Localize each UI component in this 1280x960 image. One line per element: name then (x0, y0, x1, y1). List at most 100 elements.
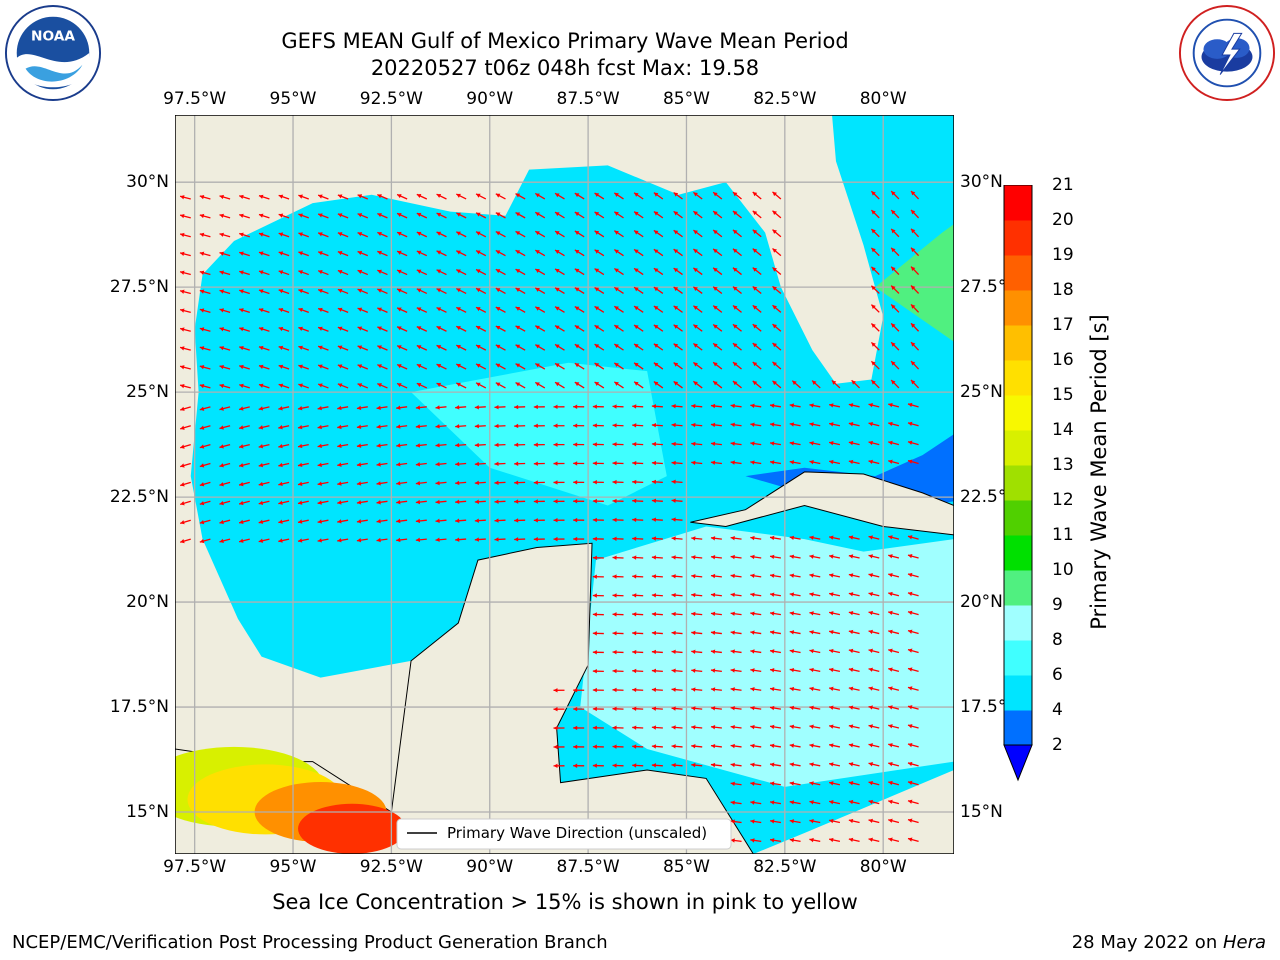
wave-arrow-head (632, 687, 637, 693)
wave-arrow-head (693, 211, 698, 216)
wave-arrow-head (868, 535, 873, 540)
wave-arrow-head (495, 344, 501, 349)
wave-arrow-head (730, 441, 735, 446)
wave-arrow-head (750, 724, 755, 730)
wave-arrow-59 (673, 210, 683, 219)
wave-arrow-head (772, 305, 777, 310)
wave-arrow-697 (592, 612, 604, 617)
wave-arrow-head (555, 250, 560, 254)
wave-arrow-head (298, 326, 303, 331)
wave-arrow-head (514, 537, 519, 542)
wave-arrow-92 (653, 229, 664, 238)
wave-arrow-878 (888, 799, 900, 805)
wave-arrow-head (356, 405, 362, 411)
wave-arrow-head (317, 405, 322, 411)
wave-arrow-head (671, 744, 676, 749)
lon-label-5: 85°W (662, 89, 710, 109)
wave-arrow-head (891, 266, 896, 272)
wave-arrow-head (907, 610, 913, 615)
wave-arrow-head (614, 381, 619, 386)
wave-arrow-head (752, 191, 758, 197)
wave-arrow-268 (772, 323, 782, 332)
wave-arrow-494 (219, 462, 231, 468)
wave-arrow-head (789, 819, 795, 824)
wave-arrow-head (848, 667, 854, 672)
wave-arrow-head (397, 269, 402, 274)
wave-arrow-head (653, 324, 659, 330)
wave-arrow-head (673, 286, 679, 292)
wave-arrow-410 (809, 403, 821, 408)
wave-arrow-head (632, 725, 637, 730)
wave-arrow-749 (612, 668, 624, 674)
wave-arrow-head (553, 518, 558, 523)
wave-arrow-677 (868, 573, 880, 578)
wave-arrow-head (376, 424, 381, 429)
wave-arrow-644 (888, 535, 900, 540)
wave-arrow-62 (732, 210, 742, 219)
wave-arrow-head (632, 536, 637, 541)
wave-arrow-227 (633, 305, 644, 313)
wave-arrow-604 (612, 517, 624, 523)
wave-arrow-521 (750, 460, 762, 465)
wave-arrow-257 (554, 325, 565, 332)
wave-arrow-826 (632, 744, 644, 749)
wave-arrow-843 (592, 763, 604, 768)
colorbar-label: Primary Wave Mean Period [s] (1087, 314, 1111, 630)
wave-arrow-head (809, 762, 814, 767)
wave-arrow-232 (732, 304, 742, 313)
wave-arrow-head (809, 460, 814, 465)
wave-arrow-head (653, 381, 659, 386)
wave-arrow-406 (730, 403, 742, 409)
wave-arrow-594 (415, 518, 427, 524)
colorbar-bin-9 (1004, 395, 1032, 431)
wave-arrow-711 (868, 610, 880, 616)
wave-arrow-head (612, 442, 617, 447)
wave-arrow-245 (317, 326, 329, 332)
wave-arrow-head (337, 383, 343, 388)
wave-arrow-49 (475, 212, 487, 219)
wave-arrow-691 (809, 592, 821, 597)
wave-arrow-head (632, 649, 637, 655)
high-period-band-3 (298, 803, 407, 854)
wave-arrow-head (239, 463, 244, 468)
wave-arrow-head (614, 344, 619, 349)
wave-arrow-647 (612, 555, 624, 560)
wave-arrow-414 (888, 402, 900, 408)
wave-arrow-head (278, 345, 284, 350)
wave-arrow-head (180, 346, 185, 351)
wave-arrow-794 (750, 705, 762, 711)
wave-arrow-662 (907, 554, 919, 559)
wave-arrow-37 (239, 213, 250, 219)
wave-arrow-head (555, 306, 560, 311)
wave-arrow-head (848, 781, 854, 786)
wave-arrow-head (651, 630, 657, 636)
wave-arrow-246 (337, 326, 349, 332)
wave-arrow-136 (179, 270, 191, 276)
wave-arrow-176 (298, 289, 309, 295)
wave-arrow-471 (514, 442, 526, 448)
wave-arrow-head (396, 537, 401, 543)
wave-arrow-head (435, 518, 440, 524)
wave-arrow-311 (278, 364, 290, 370)
wave-arrow-876 (848, 799, 860, 805)
wave-arrow-42 (337, 213, 349, 219)
wave-arrow-head (752, 380, 758, 386)
wave-arrow-886 (848, 818, 860, 824)
wave-arrow-head (710, 422, 716, 428)
wave-arrow-869 (907, 780, 919, 786)
wave-arrow-head (848, 743, 854, 748)
wave-arrow-head (337, 232, 343, 237)
wave-arrow-head (612, 649, 617, 655)
wave-arrow-134 (890, 247, 900, 257)
wave-arrow-head (888, 724, 893, 729)
wave-arrow-head (710, 592, 716, 598)
wave-arrow-head (809, 403, 814, 408)
wave-arrow-head (435, 537, 440, 542)
wave-arrow-head (750, 838, 755, 843)
wave-arrow-293 (594, 343, 605, 351)
wave-arrow-618 (376, 537, 388, 543)
wave-arrow-333 (712, 361, 723, 370)
wave-arrow-890 (730, 838, 742, 843)
wave-arrow-head (297, 538, 303, 543)
wave-arrow-118 (495, 249, 506, 257)
